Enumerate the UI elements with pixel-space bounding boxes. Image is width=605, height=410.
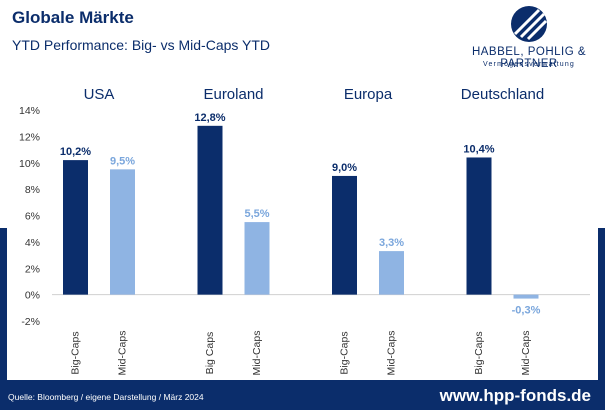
category-label: Mid-Caps [386, 331, 398, 376]
logo-tagline: Vermögensverwaltung [482, 61, 576, 68]
data-label: 9,0% [332, 162, 357, 174]
category-label: Mid-Caps [117, 331, 129, 376]
y-tick-label: -2% [21, 316, 40, 328]
category-label: Big-Caps [473, 331, 485, 374]
group-label: USA [84, 86, 115, 103]
category-label: Big Caps [204, 332, 216, 375]
data-label: 12,8% [194, 112, 225, 124]
y-tick-label: 10% [19, 158, 40, 170]
decorative-side-bar-left [0, 228, 7, 380]
y-tick-label: 2% [25, 263, 40, 275]
website-link[interactable]: www.hpp-fonds.de [439, 386, 591, 405]
decorative-side-bar-right [598, 228, 605, 380]
chart-bar [379, 251, 404, 295]
data-label: 9,5% [110, 155, 135, 167]
chart-bar [513, 294, 539, 299]
logo-company-name: HABBEL, POHLIG & PARTNER [471, 46, 587, 70]
y-tick-label: 14% [19, 105, 40, 117]
chart-bar [244, 222, 270, 295]
bar-chart: -2% 0% 2% 4% 6% 8% 10% 12% 14% USA 10,2% Big-Caps 9,… [19, 86, 590, 376]
y-tick-label: 0% [25, 290, 40, 302]
category-label: Big-Caps [70, 331, 82, 374]
chart-bar [466, 157, 492, 295]
page-subtitle: YTD Performance: Big- vs Mid-Caps YTD [12, 37, 271, 53]
group-label: Euroland [203, 86, 263, 103]
page-title: Globale Märkte [12, 8, 134, 27]
group-label: Deutschland [461, 86, 544, 103]
data-label: -0,3% [512, 305, 541, 317]
y-tick-label: 6% [25, 211, 40, 223]
chart-bar [110, 169, 135, 295]
group-label: Europa [344, 86, 393, 103]
data-label: 10,2% [60, 146, 91, 158]
data-label: 10,4% [463, 143, 494, 155]
category-label: Big-Caps [339, 331, 351, 374]
category-label: Mid-Caps [520, 331, 532, 376]
y-tick-label: 4% [25, 237, 40, 249]
chart-bar [63, 160, 88, 295]
logo-emblem-icon [511, 6, 548, 42]
category-label: Mid-Caps [251, 331, 263, 376]
chart-bar [332, 175, 357, 295]
source-note: Quelle: Bloomberg / eigene Darstellung /… [8, 392, 204, 402]
footer-bar [0, 380, 605, 410]
data-label: 5,5% [244, 208, 269, 220]
company-logo: HABBEL, POHLIG & PARTNER Vermögensverwal… [455, 4, 603, 70]
y-tick-label: 8% [25, 184, 40, 196]
chart-bar [197, 125, 223, 295]
data-label: 3,3% [379, 237, 404, 249]
y-tick-label: 12% [19, 131, 40, 143]
